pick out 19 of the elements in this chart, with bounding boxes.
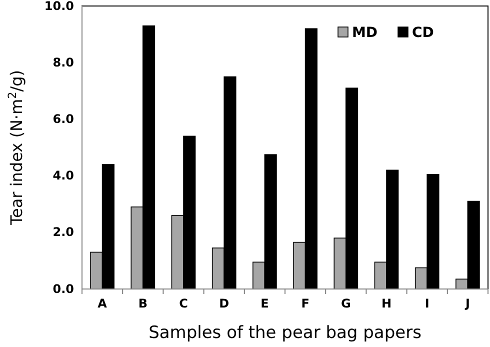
y-tick-label: 2.0 [52, 225, 74, 240]
x-tick-label: E [260, 296, 269, 311]
legend-label: CD [412, 25, 434, 41]
x-tick-label: A [98, 296, 108, 311]
x-tick-label: C [179, 296, 188, 311]
y-tick-label: 8.0 [52, 55, 74, 70]
x-tick-label: J [464, 296, 470, 311]
x-tick-label: D [219, 296, 230, 311]
y-tick-label: 4.0 [52, 168, 74, 183]
x-tick-label: G [340, 296, 351, 311]
y-tick-label: 0.0 [52, 282, 74, 296]
x-tick-label: B [138, 296, 148, 311]
x-tick-label: I [424, 296, 430, 311]
legend-label: MD [352, 25, 378, 41]
y-tick-label: 6.0 [52, 112, 74, 126]
x-tick-label: H [381, 296, 392, 311]
x-axis-title: Samples of the pear bag papers [148, 323, 422, 343]
x-tick-label: F [301, 296, 310, 311]
y-tick-label: 10.0 [44, 0, 74, 13]
